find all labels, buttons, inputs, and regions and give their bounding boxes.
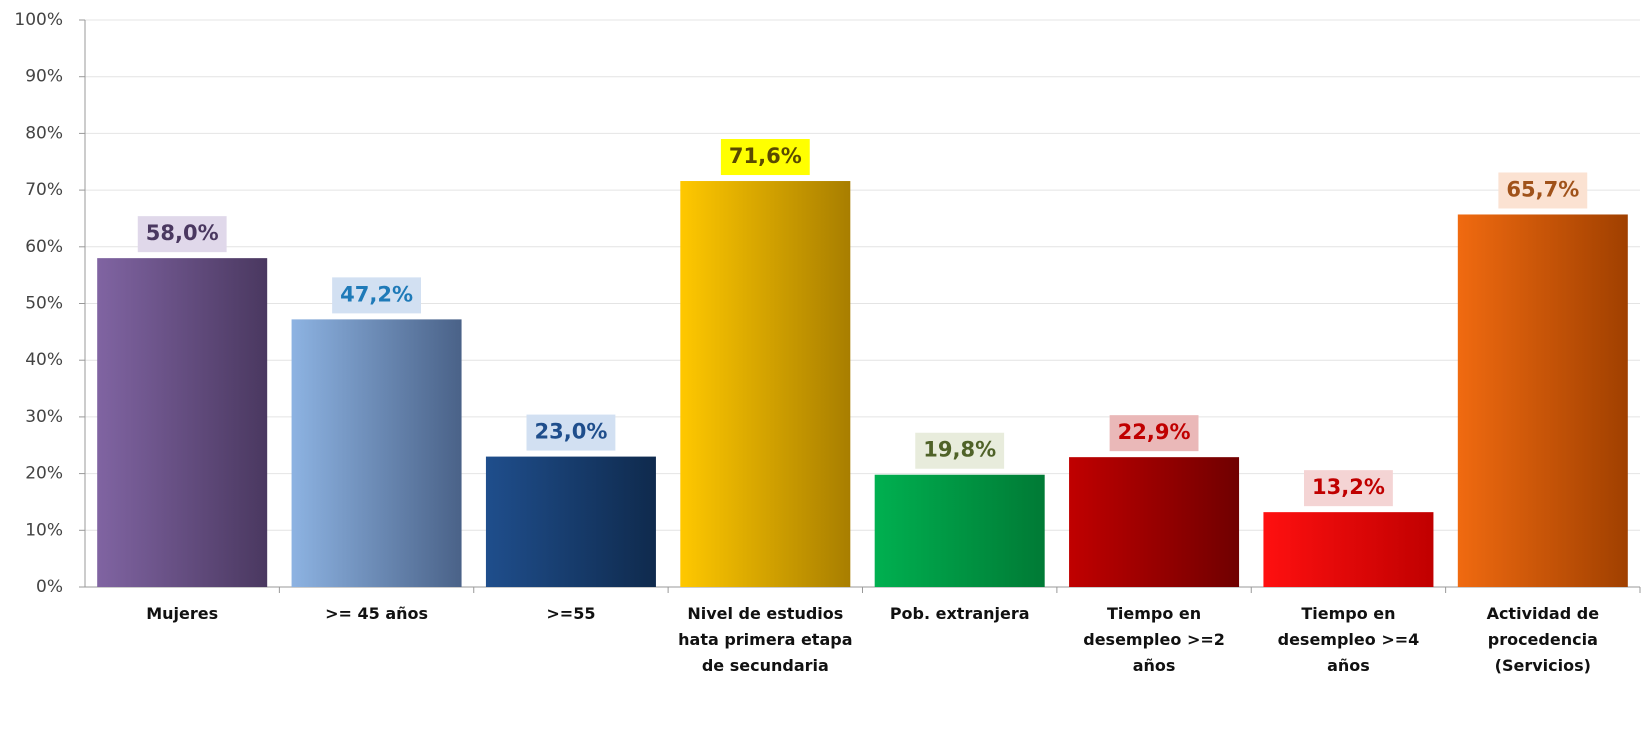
x-tick-label: Tiempo en desempleo >=4 años: [1278, 604, 1420, 675]
x-tick-label: >=55: [546, 604, 595, 623]
value-label-box: [1498, 172, 1588, 209]
y-tick-label: 80%: [25, 123, 63, 143]
y-tick-label: 30%: [25, 407, 63, 427]
x-tick-label: Pob. extranjera: [890, 604, 1030, 623]
bar: [485, 456, 656, 587]
y-tick-label: 50%: [25, 294, 63, 314]
bar: [97, 258, 268, 587]
bar: [1457, 214, 1628, 587]
value-label-box: [137, 216, 227, 253]
value-label: 23,0%: [535, 420, 608, 444]
value-label: 19,8%: [923, 438, 996, 462]
x-tick-label: Tiempo en desempleo >=2 años: [1083, 604, 1225, 675]
value-label-box: [720, 139, 810, 176]
x-tick-label: Actividad de procedencia (Servicios): [1487, 604, 1600, 675]
x-tick-label: Nivel de estudios hata primera etapa de se…: [678, 604, 852, 675]
value-label-box: [1109, 415, 1199, 452]
bar: [1069, 457, 1240, 587]
value-label-box: [1304, 470, 1393, 507]
y-tick-label: 90%: [25, 67, 63, 87]
value-label: 13,2%: [1312, 475, 1385, 499]
y-tick-label: 10%: [25, 520, 63, 540]
y-tick-label: 0%: [36, 577, 63, 597]
bar: [1263, 512, 1434, 587]
value-label-box: [915, 432, 1005, 469]
y-tick-label: 70%: [25, 180, 63, 200]
x-tick-label: >= 45 años: [325, 604, 428, 623]
value-label-box: [526, 414, 616, 451]
value-label: 58,0%: [146, 221, 219, 245]
x-tick-label: Mujeres: [146, 604, 218, 623]
value-label: 22,9%: [1118, 420, 1191, 444]
y-tick-label: 60%: [25, 237, 63, 257]
y-tick-label: 40%: [25, 350, 63, 370]
value-label: 65,7%: [1506, 177, 1579, 201]
y-tick-label: 100%: [14, 10, 63, 30]
value-label: 71,6%: [729, 144, 802, 168]
bar: [291, 319, 462, 587]
value-label: 47,2%: [340, 282, 413, 306]
bar: [680, 181, 851, 587]
y-tick-label: 20%: [25, 464, 63, 484]
bar: [874, 474, 1045, 587]
value-label-box: [332, 277, 421, 314]
